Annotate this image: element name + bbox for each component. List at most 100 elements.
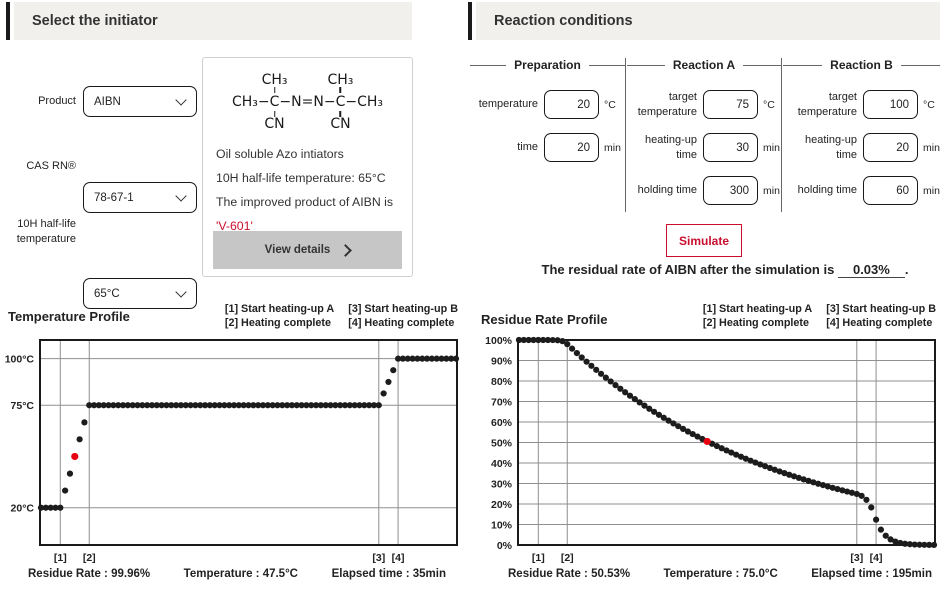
data-point [805,477,812,484]
data-point [139,402,146,409]
data-point [670,420,677,427]
data-point [269,402,276,409]
highlight-point[interactable] [703,437,711,446]
data-point [588,362,595,369]
chart-title: Residue Rate Profile [481,312,608,327]
unit-label: °C [763,98,775,111]
data-point [90,402,98,409]
reaction-a-heatup-row: heating-up time 30 min [630,133,780,162]
data-point [872,516,880,523]
reaction-b-heatup-input[interactable]: 20 [863,133,918,162]
prep-time-input[interactable]: 20 [544,133,599,162]
reaction-panel-header: Reaction conditions [468,2,940,40]
data-point [675,423,682,430]
data-point [158,402,165,409]
data-point [438,355,445,362]
unit-label: min [923,141,940,154]
data-point [559,338,566,345]
chevron-down-icon [175,285,187,298]
product-label: Product [38,95,76,108]
data-point [452,355,460,362]
data-point [414,355,421,362]
data-point [597,370,605,377]
data-point [554,337,561,344]
legend-item: [3] Start heating-up B [826,303,936,315]
unit-label: min [923,184,940,197]
reaction-a-holding-input[interactable]: 300 [703,176,758,205]
data-point [148,402,156,409]
result-suffix: . [904,262,909,277]
reaction-a-heatup-input[interactable]: 30 [703,133,758,162]
structure-atom: C [269,94,280,110]
y-tick-label: 100% [485,335,513,347]
data-point [844,488,851,495]
structure-atom: CH₃ [261,72,288,88]
structure-atom: C [335,94,346,110]
field-label: holding time [797,184,857,197]
result-prefix: The residual rate of AIBN after the simu… [541,262,835,277]
column-header-label: Reaction A [672,58,736,72]
data-point [651,408,658,415]
data-point [201,402,209,409]
y-tick-label: 20% [491,499,513,511]
highlight-point[interactable] [71,452,79,461]
view-details-button[interactable]: View details [213,231,402,269]
data-point [211,402,218,409]
header-accent-bar [468,2,472,40]
structure-atom: CH₃ [327,72,354,88]
y-tick-label: 10% [491,520,513,532]
data-point [37,504,45,511]
chart-status-bar: Residue Rate : 99.96% Temperature : 47.5… [0,568,470,580]
residue-rate-profile-plot[interactable]: 0% 10% 20% 30% 40% 50% 60% 70% 80% 90% 100% [1] [2] [… [478,332,948,568]
data-point [351,402,358,409]
halflife-select[interactable]: 65°C [83,278,197,309]
event-marker-label: [2] [83,552,96,564]
simulate-button[interactable]: Simulate [666,224,742,257]
y-tick-label: 50% [491,438,513,450]
event-marker-label: [3] [372,552,385,564]
cas-rn-select[interactable]: 78-67-1 [83,182,197,213]
chevron-down-icon [175,93,187,106]
chart-title: Temperature Profile [8,309,130,324]
data-point [911,541,918,548]
data-point [288,402,296,409]
data-point [824,483,831,490]
data-point [187,402,194,409]
data-point [520,336,527,344]
reaction-a-holding-row: holding time 300 min [630,176,780,205]
product-select[interactable]: AIBN [83,86,197,117]
unit-label: °C [923,98,935,111]
field-label: time [517,141,538,154]
data-point [636,399,643,406]
data-point [819,482,827,489]
data-point [42,504,49,511]
event-marker-label: [4] [392,552,405,564]
initiator-panel-title: Select the initiator [14,2,412,40]
reaction-b-target-temp-input[interactable]: 100 [863,90,918,119]
data-point [694,433,701,440]
status-elapsed-time: Elapsed time : 35min [331,568,446,580]
data-point [882,532,889,539]
data-point [921,541,928,548]
y-tick-label: 60% [491,417,513,429]
data-point [448,355,455,362]
column-divider [625,58,626,212]
data-point [404,355,411,362]
data-point [839,487,846,494]
data-point [129,402,136,409]
column-header-label: Preparation [514,58,581,72]
temperature-profile-chart: Temperature Profile [1] Start heating-up… [0,300,470,594]
initiator-description: Oil soluble Azo intiators 10H half-life … [216,142,404,238]
plot-border [517,339,936,546]
temperature-profile-plot[interactable]: 20°C 75°C 100°C [1] [2] [3] [4] [0,332,470,568]
data-point [525,336,532,344]
status-temperature: Temperature : 75.0°C [663,568,778,580]
data-point [221,402,228,409]
data-point [250,402,257,409]
data-point [665,417,672,424]
prep-temperature-input[interactable]: 20 [544,90,599,119]
data-point [646,405,653,412]
reaction-a-target-temp-input[interactable]: 75 [703,90,758,119]
data-point [848,489,856,496]
reaction-b-holding-input[interactable]: 60 [863,176,918,205]
